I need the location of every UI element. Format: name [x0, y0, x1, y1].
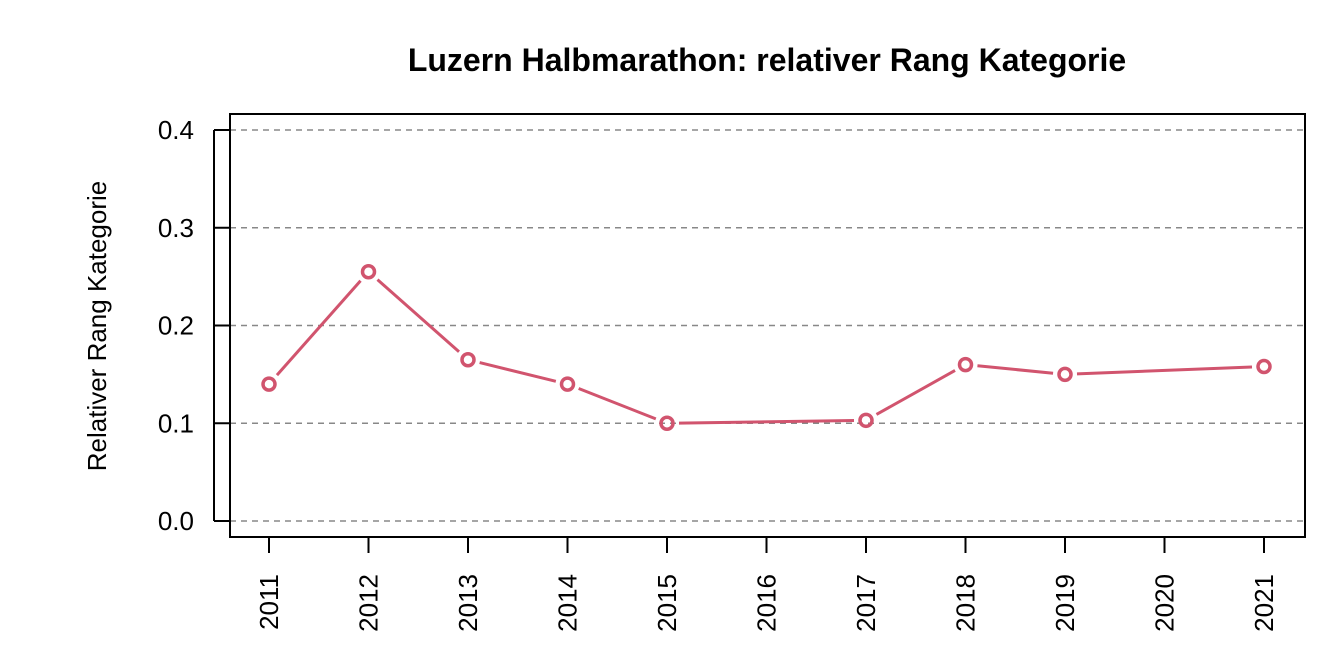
y-tick-label: 0.3 [158, 213, 194, 243]
x-axis: 2011 2012 2013 2014 2015 2016 2017 2018 2019 2020… [254, 536, 1279, 632]
series-line-segment [875, 369, 956, 416]
series-line-segment [275, 279, 362, 377]
data-point [1256, 358, 1272, 375]
x-tick-label: 2018 [951, 574, 981, 632]
y-tick-label: 0.4 [158, 115, 194, 145]
data-point [261, 376, 277, 392]
series-line-segment [977, 364, 1054, 375]
x-tick-label: 2013 [453, 574, 483, 632]
x-tick-label: 2014 [553, 574, 583, 632]
series-group [261, 263, 1272, 431]
data-point [559, 376, 576, 392]
x-tick-label: 2017 [851, 574, 881, 632]
series-line-segment [1076, 365, 1253, 376]
y-tick-label: 0.1 [158, 408, 194, 438]
x-tick-label: 2020 [1150, 574, 1180, 632]
gridlines [230, 129, 1305, 522]
y-axis: 0.0 0.1 0.2 0.3 0.4 [158, 115, 230, 536]
x-tick-label: 2011 [254, 574, 284, 630]
y-axis-title: Relativer Rang Kategorie [82, 181, 112, 472]
y-tick-label: 0.2 [158, 311, 194, 341]
data-point [659, 415, 675, 431]
series-line-segment [479, 361, 557, 383]
data-point [858, 412, 874, 429]
x-tick-label: 2016 [752, 574, 782, 632]
data-point [360, 263, 377, 280]
data-point [460, 351, 476, 368]
series-line-segment [578, 387, 657, 421]
data-point [1057, 366, 1073, 383]
data-point [957, 356, 974, 373]
series-line-segment [376, 278, 461, 353]
y-tick-label: 0.0 [158, 506, 194, 536]
series-line-segment [678, 418, 855, 425]
x-tick-label: 2012 [354, 574, 384, 632]
x-tick-label: 2015 [652, 574, 682, 632]
x-tick-label: 2019 [1050, 574, 1080, 632]
x-tick-label: 2021 [1249, 574, 1279, 632]
chart-title: Luzern Halbmarathon: relativer Rang Kate… [408, 42, 1126, 78]
